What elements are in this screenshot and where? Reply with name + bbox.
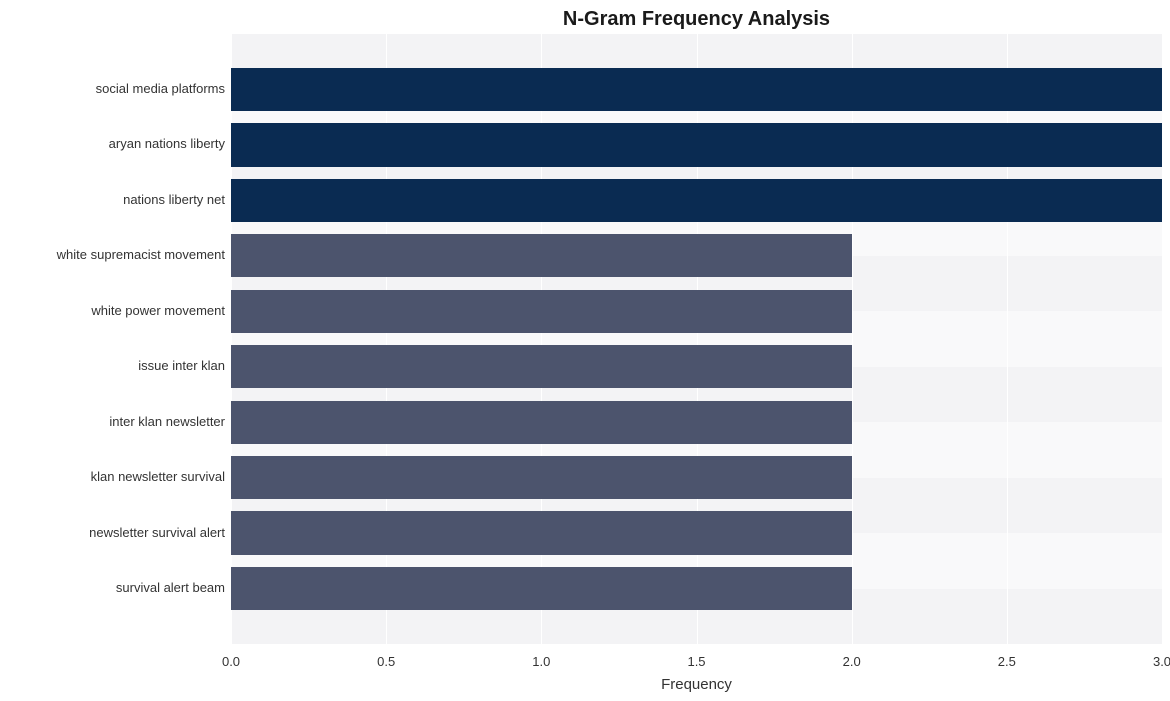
chart-container: N-Gram Frequency Analysis Frequency soci… bbox=[0, 0, 1170, 701]
bar bbox=[231, 456, 852, 499]
x-tick-label: 3.0 bbox=[1153, 654, 1170, 669]
bar bbox=[231, 567, 852, 610]
plot-area bbox=[231, 34, 1162, 644]
gridline bbox=[1162, 34, 1163, 644]
y-tick-label: nations liberty net bbox=[123, 192, 225, 207]
bar bbox=[231, 179, 1162, 222]
bar bbox=[231, 68, 1162, 111]
x-tick-label: 2.5 bbox=[998, 654, 1016, 669]
y-tick-label: survival alert beam bbox=[116, 580, 225, 595]
y-tick-label: klan newsletter survival bbox=[91, 469, 225, 484]
x-tick-label: 1.5 bbox=[687, 654, 705, 669]
y-tick-label: newsletter survival alert bbox=[89, 525, 225, 540]
y-tick-label: inter klan newsletter bbox=[109, 414, 225, 429]
x-tick-label: 2.0 bbox=[843, 654, 861, 669]
x-tick-label: 0.0 bbox=[222, 654, 240, 669]
bar bbox=[231, 511, 852, 554]
bar bbox=[231, 345, 852, 388]
bar bbox=[231, 290, 852, 333]
y-tick-label: white power movement bbox=[91, 303, 225, 318]
x-tick-label: 1.0 bbox=[532, 654, 550, 669]
y-tick-label: white supremacist movement bbox=[57, 247, 225, 262]
y-tick-label: issue inter klan bbox=[138, 358, 225, 373]
y-tick-label: social media platforms bbox=[96, 81, 225, 96]
bar bbox=[231, 401, 852, 444]
chart-title: N-Gram Frequency Analysis bbox=[231, 8, 1162, 31]
x-axis-label: Frequency bbox=[231, 676, 1162, 693]
x-tick-label: 0.5 bbox=[377, 654, 395, 669]
bar bbox=[231, 234, 852, 277]
y-tick-label: aryan nations liberty bbox=[109, 136, 225, 151]
bar bbox=[231, 123, 1162, 166]
